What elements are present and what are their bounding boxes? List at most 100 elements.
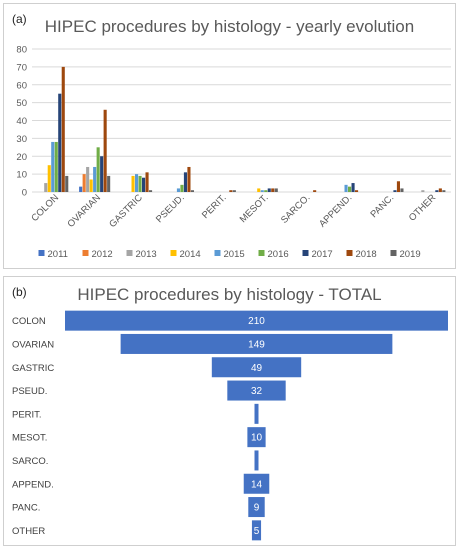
bar-2019 xyxy=(442,190,446,192)
y-tick-label: 0 xyxy=(22,188,27,199)
legend-swatch-2017 xyxy=(302,250,309,256)
y-tick-label: 30 xyxy=(16,134,27,145)
funnel-category-label: OTHER xyxy=(12,526,45,537)
bar-2017 xyxy=(267,188,271,192)
legend-swatch-2014 xyxy=(170,250,177,256)
funnel-value-label: 49 xyxy=(251,363,263,374)
funnel-bar xyxy=(251,520,262,541)
y-tick-label: 60 xyxy=(16,80,27,91)
bar-2017 xyxy=(142,177,146,192)
funnel-bar xyxy=(243,473,270,494)
bar-2014 xyxy=(47,165,51,192)
bar-2017 xyxy=(100,156,104,192)
bar-2014 xyxy=(89,179,93,192)
legend-label-2011: 2011 xyxy=(48,249,68,260)
yearly-chart-title: HIPEC procedures by histology - yearly e… xyxy=(44,17,415,36)
bar-2015 xyxy=(344,184,348,192)
legend-swatch-2011 xyxy=(38,250,45,256)
bar-2014 xyxy=(257,188,261,192)
bar-2019 xyxy=(274,188,278,192)
legend-swatch-2015 xyxy=(214,250,221,256)
bar-2016 xyxy=(96,147,100,192)
bar-2012 xyxy=(82,174,86,192)
funnel-category-label: PERIT. xyxy=(12,409,42,420)
bar-2018 xyxy=(271,188,275,192)
bar-2018 xyxy=(313,190,317,192)
legend-label-2013: 2013 xyxy=(136,249,157,260)
funnel-category-label: PSEUD. xyxy=(12,386,47,397)
bar-2016 xyxy=(264,190,268,192)
legend-label-2012: 2012 xyxy=(92,249,113,260)
bar-2017 xyxy=(393,190,397,192)
total-chart-panel: (b) HIPEC procedures by histology - TOTA… xyxy=(3,276,456,546)
bar-2015 xyxy=(260,190,264,192)
bar-2016 xyxy=(54,141,58,192)
funnel-bar xyxy=(248,497,265,518)
yearly-chart-svg: 0 10 20 30 40 50 60 70 80 COLON OVARIAN GASTRIC PSEU… xyxy=(16,45,451,260)
total-chart-title: HIPEC procedures by histology - TOTAL xyxy=(77,285,382,304)
bar-2015 xyxy=(176,188,180,192)
x-category-label: COLON xyxy=(29,192,61,224)
bar-2016 xyxy=(138,175,142,192)
x-category-label: APPEND. xyxy=(317,192,354,229)
legend-swatch-2019 xyxy=(390,250,397,256)
bar-2015 xyxy=(135,174,139,192)
legend-label-2017: 2017 xyxy=(312,249,333,260)
y-tick-label: 80 xyxy=(16,45,27,56)
bar-2018 xyxy=(145,172,149,192)
legend-label-2016: 2016 xyxy=(268,249,289,260)
x-category-label: PERIT. xyxy=(200,192,229,221)
yearly-chart-panel: (a) HIPEC procedures by histology - year… xyxy=(3,3,456,269)
bar-2017 xyxy=(183,172,187,192)
funnel-category-label: MESOT. xyxy=(12,433,47,444)
bar-2013 xyxy=(421,190,425,192)
bar-2018 xyxy=(355,190,359,192)
legend-label-2015: 2015 xyxy=(224,249,245,260)
funnel-bar xyxy=(247,427,266,448)
bar-2018 xyxy=(438,188,442,192)
bar-2018 xyxy=(187,166,191,192)
funnel-category-label: COLON xyxy=(12,316,46,327)
legend-swatch-2013 xyxy=(126,250,133,256)
funnel-category-label: APPEND. xyxy=(12,479,54,490)
funnel-value-label: 9 xyxy=(254,503,260,514)
y-tick-label: 40 xyxy=(16,116,27,127)
bar-2018 xyxy=(103,109,107,192)
bar-2017 xyxy=(435,190,439,192)
bar-2019 xyxy=(190,190,194,192)
bar-2011 xyxy=(79,186,83,192)
bar-2013 xyxy=(86,166,90,192)
bar-2019 xyxy=(65,175,69,192)
legend-swatch-2012 xyxy=(82,250,89,256)
funnel-bar xyxy=(65,310,448,331)
legend-label-2018: 2018 xyxy=(356,249,377,260)
funnel-value-label: 5 xyxy=(254,526,260,537)
bar-2016 xyxy=(348,186,352,192)
funnel-bar xyxy=(254,450,259,471)
bar-2019 xyxy=(400,188,404,192)
y-tick-label: 20 xyxy=(16,152,27,163)
bar-2018 xyxy=(229,190,233,192)
bar-2016 xyxy=(180,184,184,192)
x-category-label: PANC. xyxy=(368,192,396,220)
legend-label-2014: 2014 xyxy=(180,249,201,260)
funnel-category-label: SARCO. xyxy=(12,456,48,467)
y-tick-label: 70 xyxy=(16,62,27,73)
legend-swatch-2018 xyxy=(346,250,353,256)
funnel-value-label: 32 xyxy=(251,386,263,397)
funnel-category-label: GASTRIC xyxy=(12,363,54,374)
bar-2017 xyxy=(58,93,62,192)
bar-2019 xyxy=(232,190,236,192)
funnel-value-label: 10 xyxy=(251,433,263,444)
funnel-value-label: 14 xyxy=(251,479,263,490)
x-category-label: GASTRIC xyxy=(107,192,145,230)
panel-a-label: (a) xyxy=(12,12,27,26)
funnel-category-label: OVARIAN xyxy=(12,339,54,350)
bar-2018 xyxy=(396,181,400,192)
bar-2014 xyxy=(131,175,135,192)
funnel-bar xyxy=(211,357,302,378)
bar-2013 xyxy=(44,183,48,192)
bar-2015 xyxy=(93,166,97,192)
x-category-label: PSEUD. xyxy=(154,192,187,225)
